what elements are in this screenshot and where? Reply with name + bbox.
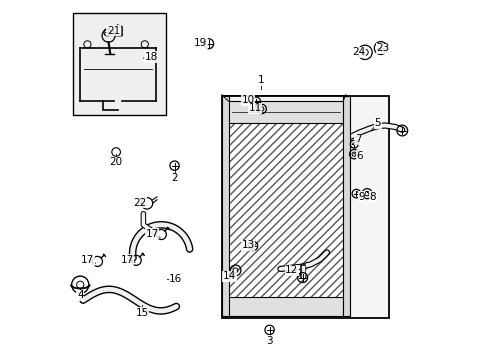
Text: 12: 12 — [285, 265, 298, 275]
Text: 18: 18 — [144, 52, 158, 62]
Bar — [73, 13, 166, 116]
Text: 7: 7 — [354, 134, 361, 144]
Text: 11: 11 — [248, 103, 262, 113]
Bar — [228, 112, 343, 302]
Text: 16: 16 — [169, 274, 182, 284]
Bar — [228, 297, 343, 316]
Bar — [228, 101, 343, 123]
Text: 20: 20 — [109, 157, 122, 167]
Text: 17: 17 — [81, 255, 94, 265]
Bar — [222, 96, 229, 316]
Text: 19: 19 — [194, 38, 207, 48]
Text: 22: 22 — [133, 198, 146, 208]
Text: 21: 21 — [107, 26, 120, 36]
Text: 4: 4 — [77, 291, 83, 301]
Text: 1: 1 — [257, 75, 264, 85]
Text: 2: 2 — [171, 173, 178, 183]
Text: 8: 8 — [369, 192, 375, 202]
Text: 3: 3 — [266, 336, 272, 346]
Text: 17: 17 — [121, 255, 134, 265]
Text: 23: 23 — [376, 43, 389, 53]
Text: 17: 17 — [145, 229, 159, 239]
Text: 15: 15 — [135, 308, 149, 318]
Text: 10: 10 — [241, 95, 254, 105]
Bar — [222, 96, 388, 318]
Text: 24: 24 — [351, 47, 365, 57]
Text: 9: 9 — [357, 192, 364, 202]
Text: 6: 6 — [356, 151, 363, 161]
Text: 5: 5 — [374, 118, 381, 128]
Text: 14: 14 — [223, 271, 236, 281]
Text: 13: 13 — [241, 240, 254, 250]
Bar — [343, 96, 349, 316]
